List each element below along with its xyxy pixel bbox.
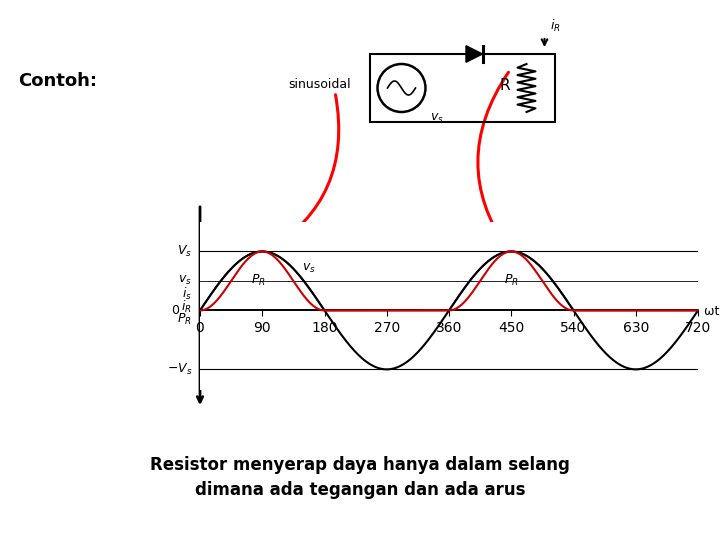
Text: $P_R$: $P_R$ <box>177 313 192 327</box>
Text: $P_R$: $P_R$ <box>504 273 518 288</box>
Text: Resistor menyerap daya hanya dalam selang: Resistor menyerap daya hanya dalam selan… <box>150 456 570 474</box>
Text: ωt [°]: ωt [°] <box>703 304 720 317</box>
Text: $i_s$: $i_s$ <box>182 286 192 302</box>
Text: $v_s$: $v_s$ <box>179 274 192 287</box>
Polygon shape <box>466 46 482 62</box>
Text: R: R <box>499 78 510 93</box>
Text: Pembebanan Non-Linier,: Pembebanan Non-Linier, <box>9 14 296 34</box>
Bar <box>369 54 554 122</box>
Text: $V_s$: $V_s$ <box>177 244 192 259</box>
Text: Tinjauan di Sisi Beban dan Sisi Sumber: Tinjauan di Sisi Beban dan Sisi Sumber <box>241 15 599 33</box>
Text: $i_R$: $i_R$ <box>181 299 192 315</box>
Text: $P_R$: $P_R$ <box>251 273 266 288</box>
Text: dimana ada tegangan dan ada arus: dimana ada tegangan dan ada arus <box>194 481 526 499</box>
Text: Contoh:: Contoh: <box>18 72 97 90</box>
Text: $0$: $0$ <box>171 304 180 317</box>
Text: sinusoidal: sinusoidal <box>288 78 351 91</box>
Text: $v_s$: $v_s$ <box>430 111 444 125</box>
Text: $-V_s$: $-V_s$ <box>166 362 192 377</box>
Text: $i_R$: $i_R$ <box>551 18 561 34</box>
Text: $v_s$: $v_s$ <box>302 262 316 275</box>
